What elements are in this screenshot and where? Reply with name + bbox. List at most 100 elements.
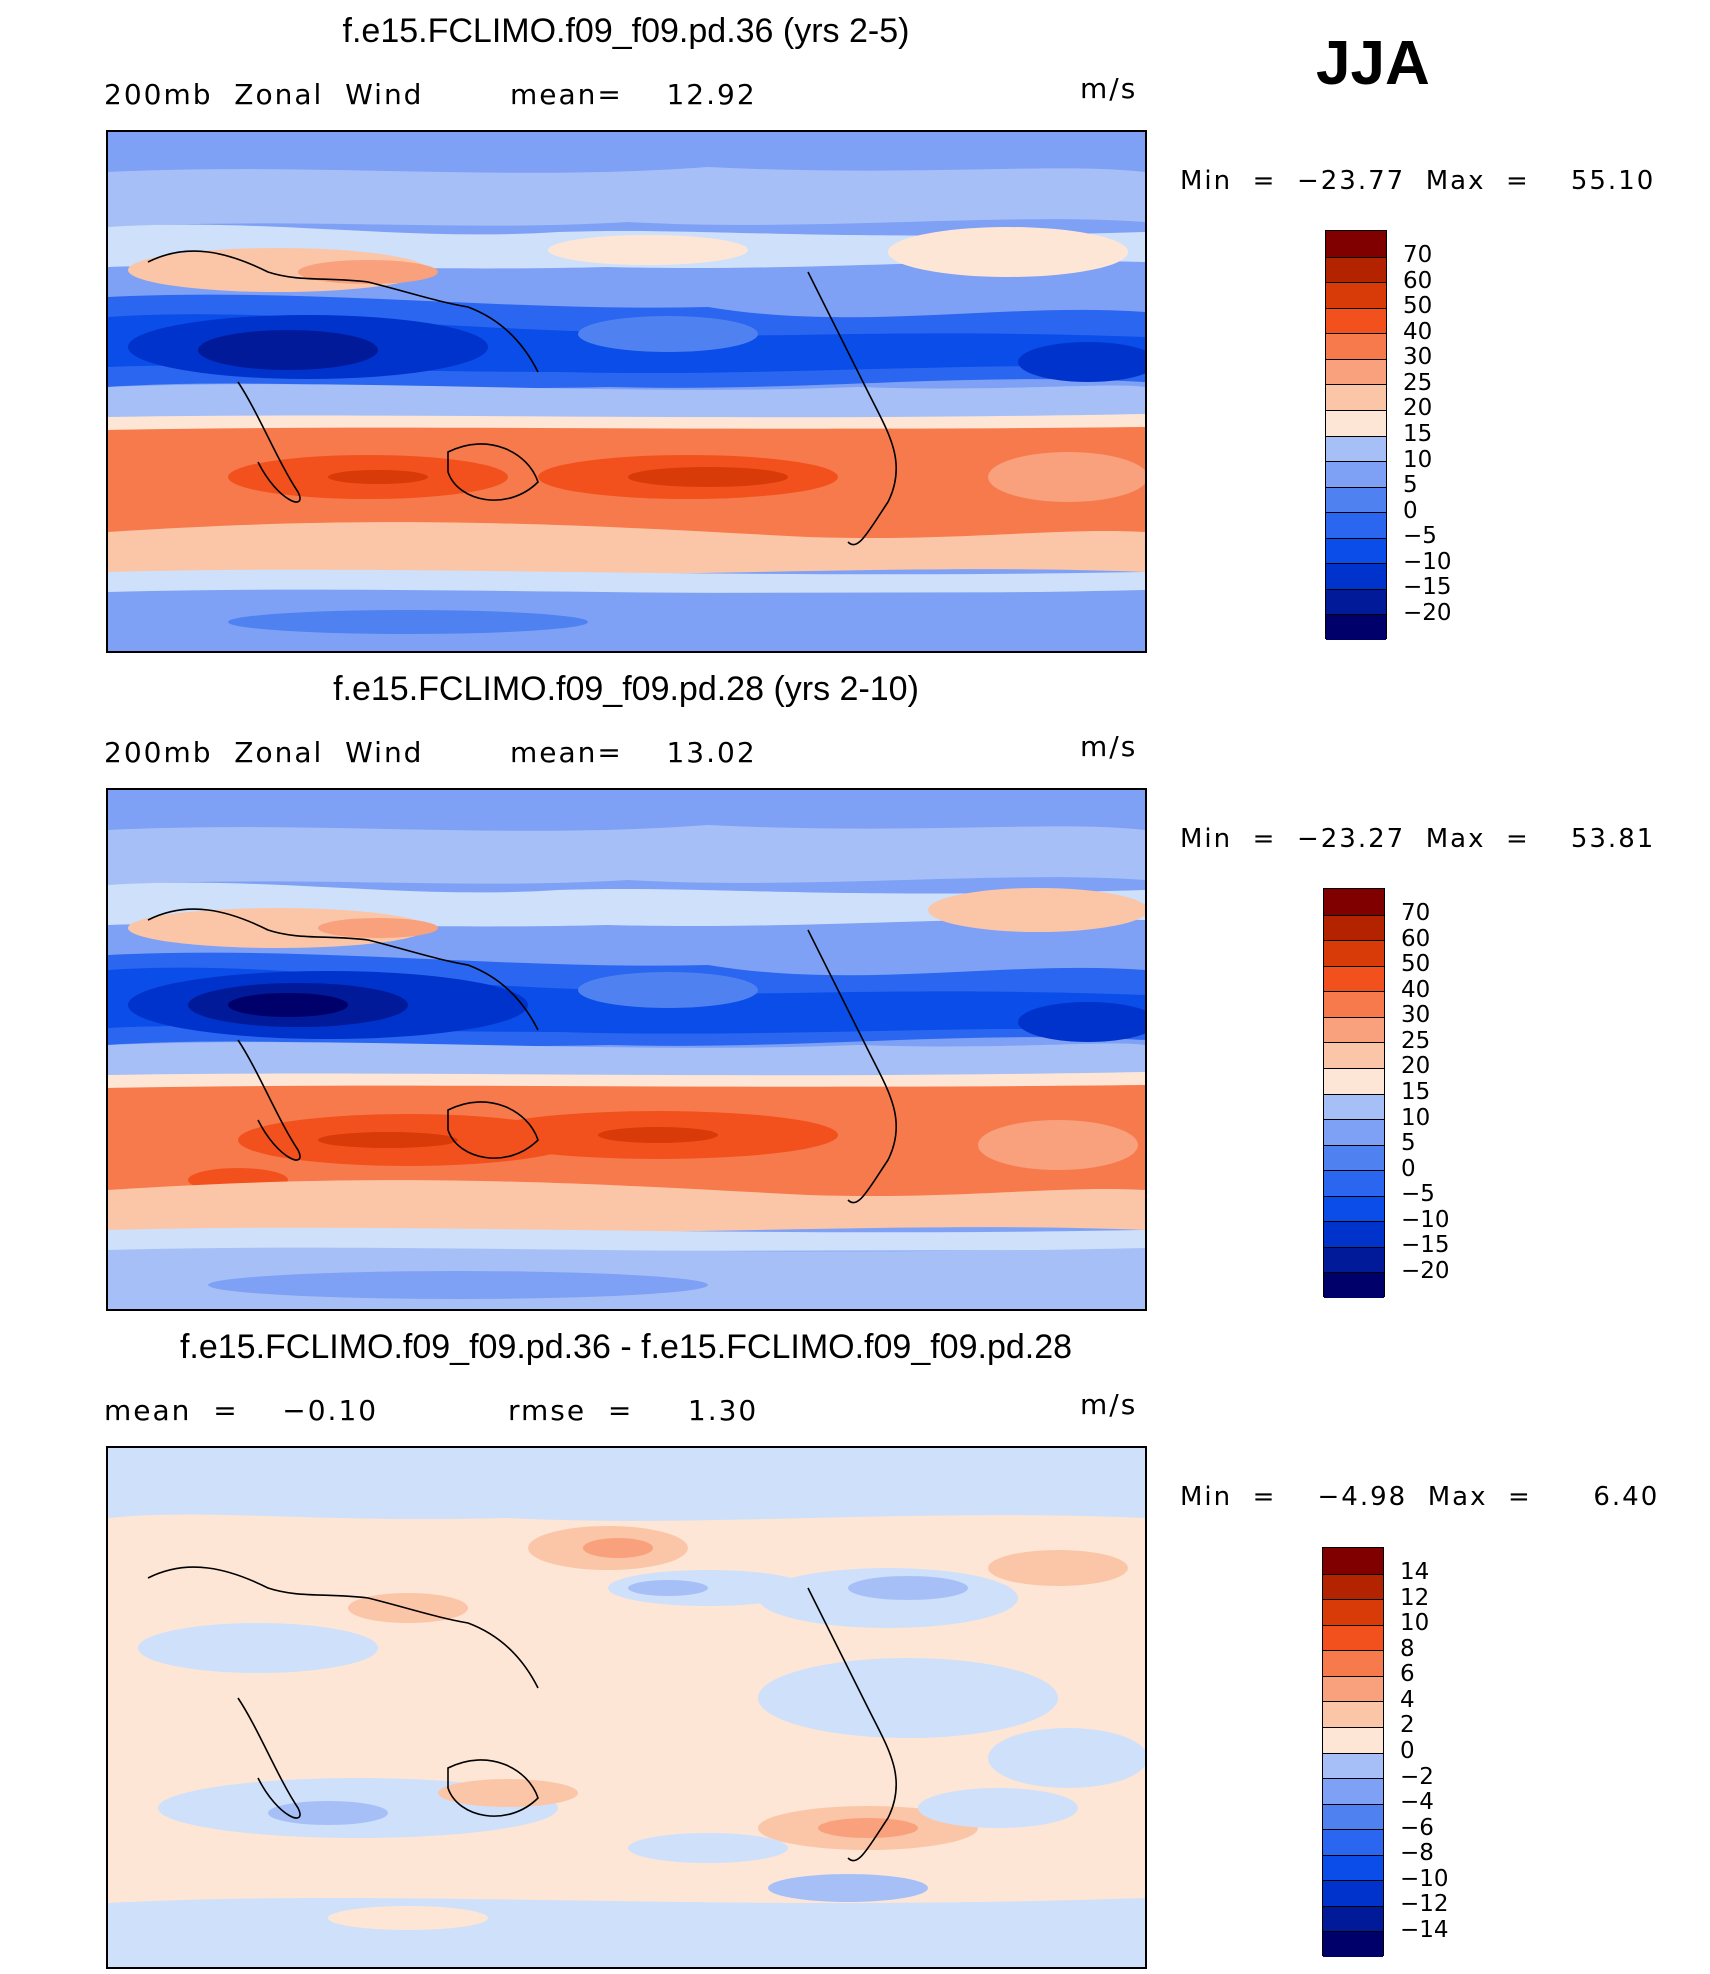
colorbar-tick-label: 20 <box>1401 1053 1431 1080</box>
colorbar-tick-label: −20 <box>1403 599 1452 626</box>
colorbar-tick-label: −10 <box>1401 1206 1450 1233</box>
colorbar-swatch <box>1326 461 1386 487</box>
panel-1-units-label: m/s <box>1080 72 1138 105</box>
colorbar-swatch <box>1323 1778 1383 1804</box>
colorbar-swatch <box>1326 384 1386 410</box>
colorbar-swatch <box>1324 1221 1384 1247</box>
colorbar-tick-label: −14 <box>1400 1916 1449 1943</box>
colorbar-swatch <box>1326 537 1386 564</box>
colorbar-tick-label: −4 <box>1400 1789 1434 1816</box>
colorbar-tick-label: 6 <box>1400 1661 1415 1688</box>
colorbar-swatch <box>1324 1272 1384 1298</box>
colorbar-swatch <box>1326 512 1386 538</box>
panel-3-minmax: Min = −4.98 Max = 6.40 <box>1180 1482 1660 1512</box>
colorbar-tick-label: 0 <box>1400 1738 1415 1764</box>
colorbar-tick-label: 14 <box>1400 1559 1430 1586</box>
panel-2-colorbar-box <box>1323 888 1385 1298</box>
colorbar-swatch <box>1324 1170 1384 1196</box>
colorbar-tick-label: 25 <box>1401 1027 1431 1054</box>
colorbar-swatch <box>1323 1701 1383 1727</box>
panel-2-colorbar: 70 60 50 40 30 25 20 15 10 5 0 −5 −10 −15 −20 <box>1323 888 1450 1298</box>
colorbar-swatch <box>1323 1854 1383 1881</box>
colorbar-swatch <box>1324 940 1384 966</box>
colorbar-swatch <box>1323 1726 1383 1753</box>
colorbar-tick-label: 30 <box>1403 344 1433 371</box>
colorbar-swatch <box>1326 282 1386 308</box>
colorbar-tick-label: 40 <box>1403 318 1433 345</box>
panel-1-mean-label: mean= 12.92 <box>510 78 757 111</box>
colorbar-swatch <box>1326 333 1386 359</box>
panel-1-variable-label: 200mb Zonal Wind <box>104 78 424 111</box>
colorbar-tick-label: −5 <box>1403 523 1437 550</box>
colorbar-swatch <box>1324 889 1384 915</box>
panel-3-units-label: m/s <box>1080 1388 1138 1421</box>
colorbar-tick-label: 10 <box>1400 1610 1430 1637</box>
colorbar-swatch <box>1324 914 1384 941</box>
colorbar-swatch <box>1324 1042 1384 1068</box>
panel-3-colorbar-box <box>1322 1547 1384 1957</box>
colorbar-swatch <box>1324 965 1384 992</box>
colorbar-swatch <box>1324 1016 1384 1043</box>
colorbar-tick-label: −5 <box>1401 1181 1435 1208</box>
panel-1-minmax: Min = −23.77 Max = 55.10 <box>1180 166 1656 196</box>
colorbar-tick-label: −2 <box>1400 1763 1434 1790</box>
colorbar-tick-label: 50 <box>1401 951 1431 978</box>
colorbar-swatch <box>1323 1675 1383 1702</box>
colorbar-swatch <box>1323 1931 1383 1957</box>
panel-3-mean-label: mean = −0.10 <box>104 1394 379 1427</box>
colorbar-swatch <box>1326 435 1386 462</box>
colorbar-tick-label: −6 <box>1400 1814 1434 1841</box>
colorbar-tick-label: 10 <box>1401 1104 1431 1131</box>
panel-1-colorbar: 70 60 50 40 30 25 20 15 10 5 0 −5 −10 −15 −20 <box>1325 230 1452 640</box>
colorbar-tick-label: 5 <box>1403 472 1418 499</box>
colorbar-tick-label: −15 <box>1403 574 1452 601</box>
colorbar-swatch <box>1326 486 1386 513</box>
colorbar-swatch <box>1323 1650 1383 1676</box>
colorbar-swatch <box>1324 1246 1384 1273</box>
colorbar-swatch <box>1326 588 1386 615</box>
colorbar-swatch <box>1324 1093 1384 1120</box>
colorbar-swatch <box>1324 1067 1384 1094</box>
panel-2-minmax: Min = −23.27 Max = 53.81 <box>1180 824 1656 854</box>
colorbar-tick-label: −15 <box>1401 1232 1450 1259</box>
colorbar-swatch <box>1323 1905 1383 1932</box>
colorbar-swatch <box>1324 1119 1384 1145</box>
colorbar-swatch <box>1323 1548 1383 1574</box>
colorbar-tick-label: 70 <box>1403 242 1433 269</box>
panel-3-rmse-label: rmse = 1.30 <box>508 1394 759 1427</box>
colorbar-tick-label: 25 <box>1403 369 1433 396</box>
colorbar-tick-label: 8 <box>1400 1635 1415 1662</box>
colorbar-tick-label: 70 <box>1401 900 1431 927</box>
colorbar-swatch <box>1323 1752 1383 1779</box>
panel-3-map <box>106 1446 1147 1969</box>
panel-1-colorbar-box <box>1325 230 1387 640</box>
colorbar-tick-label: 10 <box>1403 446 1433 473</box>
colorbar-swatch <box>1324 1195 1384 1222</box>
colorbar-swatch <box>1323 1573 1383 1600</box>
panel-1-title: f.e15.FCLIMO.f09_f09.pd.36 (yrs 2-5) <box>342 12 910 50</box>
colorbar-tick-label: 30 <box>1401 1002 1431 1029</box>
colorbar-swatch <box>1326 358 1386 385</box>
panel-1-map <box>106 130 1147 653</box>
panel-2-map <box>106 788 1147 1311</box>
colorbar-tick-label: 15 <box>1401 1079 1431 1105</box>
colorbar-swatch <box>1326 256 1386 283</box>
colorbar-tick-label: 0 <box>1401 1155 1416 1182</box>
colorbar-swatch <box>1323 1624 1383 1651</box>
colorbar-tick-label: 20 <box>1403 395 1433 422</box>
colorbar-swatch <box>1324 1144 1384 1171</box>
colorbar-tick-label: −10 <box>1400 1865 1449 1892</box>
colorbar-swatch <box>1323 1829 1383 1855</box>
colorbar-tick-label: 50 <box>1403 293 1433 320</box>
season-label: JJA <box>1316 29 1430 98</box>
colorbar-swatch <box>1326 307 1386 334</box>
panel-2-variable-label: 200mb Zonal Wind <box>104 736 424 769</box>
colorbar-tick-label: −20 <box>1401 1257 1450 1284</box>
colorbar-swatch <box>1326 409 1386 436</box>
colorbar-tick-label: 2 <box>1400 1712 1415 1739</box>
colorbar-tick-label: −12 <box>1400 1891 1449 1918</box>
colorbar-tick-label: 5 <box>1401 1130 1416 1157</box>
colorbar-tick-label: 60 <box>1403 267 1433 294</box>
panel-3-colorbar: 14 12 10 8 6 4 2 0 −2 −4 −6 −8 −10 −12 −14 <box>1322 1547 1449 1957</box>
colorbar-swatch <box>1326 231 1386 257</box>
